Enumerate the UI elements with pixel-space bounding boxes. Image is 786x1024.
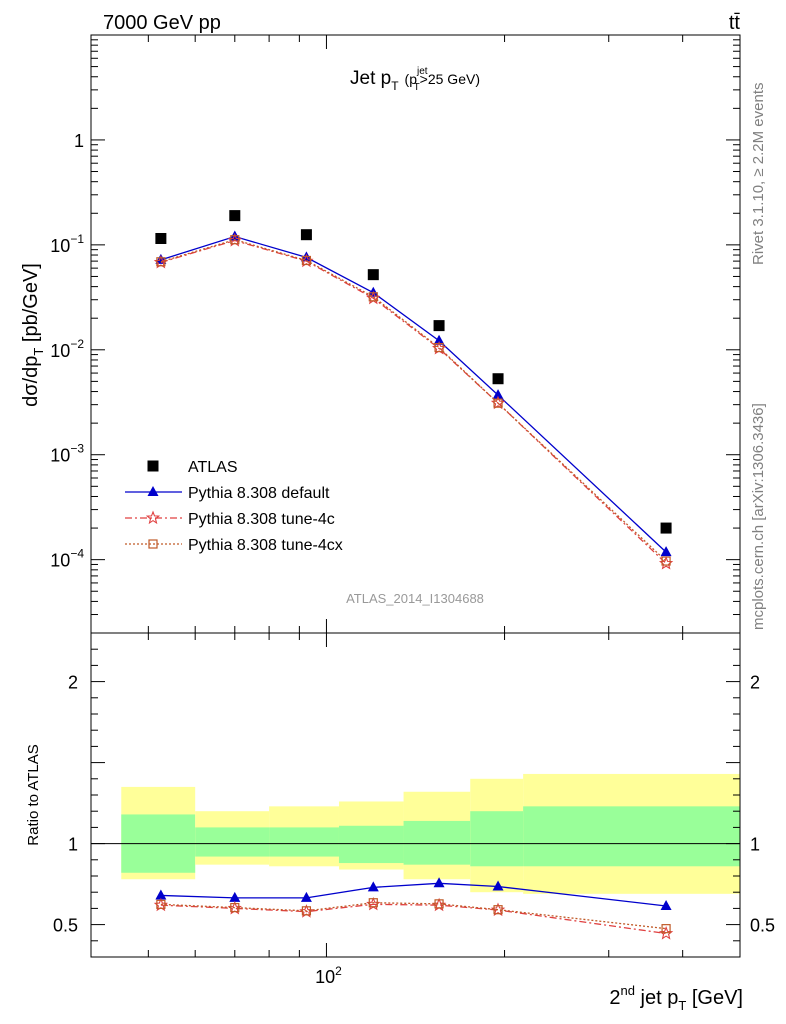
legend-marker [147,486,159,496]
main-y-tick-label: 10−3 [50,442,84,466]
ratio-y-tick-labels: 0.5 0.5 1 1 2 2 [53,673,775,936]
legend-label: Pythia 8.308 tune-4cx [188,537,343,554]
ratio-point [367,881,379,892]
plot-title: Jet pT (pjet T>25 GeV) [350,66,480,93]
ratio-point [156,899,166,909]
data-point [155,232,167,244]
mcplots-label: mcplots.cern.ch [arXiv:1306.3436] [750,403,767,630]
data-point [660,522,672,534]
main-y-tick-label: 10−2 [50,337,84,361]
data-point [492,389,504,400]
series-line-main [160,235,667,553]
analysis-label: ATLAS_2014_I1304688 [346,591,484,606]
band-inner-1 [195,827,270,857]
data-point [661,556,671,566]
series-line-main [160,239,667,564]
data-point [433,334,445,345]
ratio-point [661,924,671,934]
legend: ATLAS Pythia 8.308 default Pythia 8.308 tu… [125,459,343,554]
series-3 [156,235,671,934]
data-point [660,546,672,557]
ratio-point [301,906,312,916]
legend-label: Pythia 8.308 default [188,485,330,502]
ratio-point [155,889,167,900]
ratio-point [433,877,445,888]
ratio-y-tick-label-right: 1 [750,835,760,855]
series-line-ratio [160,903,667,935]
legend-item-0: ATLAS [147,459,238,476]
ratio-y-tick-label-left: 0.5 [53,916,78,936]
x-axis-label: 2nd jet pT [GeV] [609,983,743,1013]
legend-label: ATLAS [188,459,238,476]
ratio-y-tick-label-right: 2 [750,673,760,693]
band-inner-5 [470,811,524,867]
data-point [368,292,378,302]
data-point [156,257,166,267]
ratio-point [434,899,444,909]
data-point [229,210,241,222]
band-inner-6 [523,806,740,867]
data-point [433,320,445,332]
data-point [493,398,503,408]
data-point [492,373,504,385]
legend-item-1: Pythia 8.308 default [125,485,330,502]
legend-marker [145,510,161,525]
ratio-point [492,880,504,891]
ratio-y-axis-label: Ratio to ATLAS [25,744,42,845]
ratio-point [300,891,312,902]
header-left: 7000 GeV pp [103,12,221,34]
legend-item-2: Pythia 8.308 tune-4c [125,510,335,528]
series-layer [153,210,674,940]
band-inner-4 [403,820,471,865]
ratio-uncertainty-bands [91,773,740,894]
ratio-y-tick-label-left: 2 [68,673,78,693]
main-y-tick-label: 1 [74,131,84,151]
ratio-panel-frame [90,632,741,958]
main-y-tick-label: 10−1 [50,232,84,256]
series-line-main [160,239,667,562]
legend-marker [147,460,159,472]
band-inner-2 [269,827,339,857]
data-point [300,229,312,241]
rivet-label: Rivet 3.1.10, ≥ 2.2M events [750,83,767,266]
ratio-y-tick-label-left: 1 [68,835,78,855]
legend-marker [148,539,158,549]
axis-ticks [90,34,741,957]
data-point [434,342,444,353]
series-0 [155,210,672,534]
header-right: tt̄ [729,12,741,34]
ratio-point [229,891,241,902]
data-point [230,235,240,245]
legend-label: Pythia 8.308 tune-4c [188,511,335,528]
band-inner-3 [338,825,404,864]
main-y-tick-labels: 10−4 10−3 10−2 10−1 1 [50,131,84,571]
series-line-ratio [160,902,667,930]
ratio-y-tick-label-right: 0.5 [750,916,775,936]
legend-item-3: Pythia 8.308 tune-4cx [125,537,343,554]
ratio-point [493,905,503,915]
main-y-axis-label: dσ/dpT [pb/GeV] [20,263,46,407]
ratio-point [368,898,378,908]
x-tick-label-100: 102 [315,964,342,987]
main-y-tick-label: 10−4 [50,547,84,571]
ratio-point [660,899,672,910]
ratio-point [230,902,240,913]
data-point [301,255,312,266]
data-point [367,269,379,281]
